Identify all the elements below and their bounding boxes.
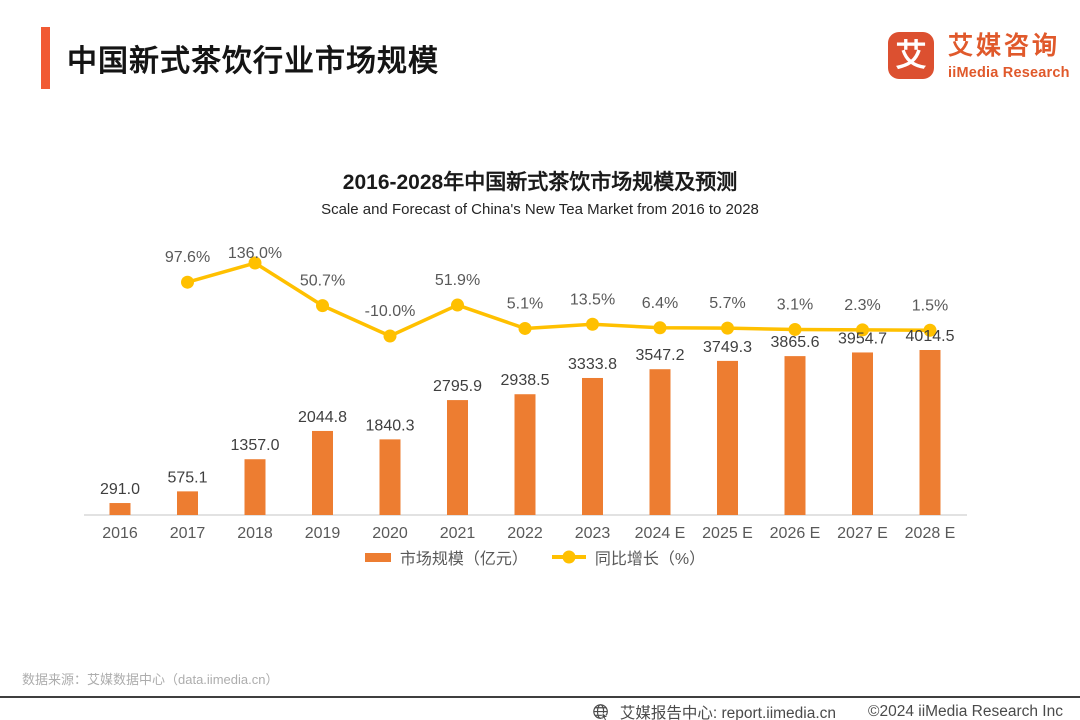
growth-point-2017 bbox=[181, 275, 194, 289]
footer-divider bbox=[0, 696, 1080, 698]
chart-subtitle: Scale and Forecast of China's New Tea Ma… bbox=[321, 201, 759, 218]
brand-logo: 艾 艾媒咨询 iiMedia Research bbox=[888, 32, 1070, 81]
growth-point-2018 bbox=[248, 256, 262, 270]
growth-line bbox=[187, 261, 931, 338]
report-center-text: 艾媒报告中心: report.iimedia.cn bbox=[619, 705, 837, 720]
growth-point-2021 bbox=[451, 298, 464, 312]
x-axis-tick-label: 2023 bbox=[575, 525, 611, 542]
logo-name-en: iiMedia Research bbox=[948, 64, 1070, 81]
bar-value-label: 3954.7 bbox=[838, 330, 887, 347]
x-axis-tick-label: 2017 bbox=[170, 525, 206, 542]
bar-value-label: 3749.3 bbox=[703, 339, 752, 356]
line-series-swatch-icon bbox=[551, 550, 586, 564]
x-axis-tick-label: 2026 E bbox=[770, 525, 821, 542]
x-axis-tick-label: 2028 E bbox=[905, 525, 956, 542]
growth-point-2026 E bbox=[788, 322, 802, 336]
growth-point-2020 bbox=[383, 329, 397, 343]
x-axis-tick-label: 2019 bbox=[305, 525, 341, 542]
bar-value-label: 575.1 bbox=[167, 469, 207, 486]
copyright-text: ©2024 iiMedia Research Inc bbox=[868, 703, 1063, 720]
bar-2027 E bbox=[852, 352, 873, 515]
bar-value-label: 1840.3 bbox=[366, 417, 415, 434]
bar-value-label: 3865.6 bbox=[771, 334, 820, 351]
growth-value-label: 136.0% bbox=[228, 245, 282, 262]
bar-2016 bbox=[109, 503, 131, 515]
x-axis-tick-label: 2020 bbox=[372, 525, 408, 542]
logo-icon-glyph: 艾 bbox=[895, 38, 927, 73]
growth-value-label: 13.5% bbox=[570, 291, 615, 308]
growth-point-2023 bbox=[586, 317, 599, 331]
legend-item-growth: 同比增长（%） bbox=[551, 545, 706, 569]
bar-2021 bbox=[447, 400, 468, 515]
bar-2028 E bbox=[919, 350, 941, 515]
growth-value-label: 5.7% bbox=[709, 295, 745, 312]
globe-cursor-icon bbox=[593, 704, 609, 720]
growth-point-2019 bbox=[316, 299, 329, 313]
growth-value-label: 5.1% bbox=[507, 295, 543, 312]
growth-point-2022 bbox=[518, 321, 532, 335]
x-axis-tick-label: 2022 bbox=[507, 525, 543, 542]
bar-series-swatch-icon bbox=[364, 552, 391, 562]
growth-point-2028 E bbox=[923, 323, 937, 337]
x-axis-tick-label: 2018 bbox=[237, 525, 273, 542]
legend-label-growth: 同比增长（%） bbox=[594, 551, 706, 568]
bar-value-label: 291.0 bbox=[100, 481, 140, 498]
bar-2017 bbox=[177, 491, 198, 515]
bar-2019 bbox=[312, 430, 333, 515]
bar-2026 E bbox=[784, 356, 806, 515]
bar-2024 E bbox=[649, 369, 671, 515]
bar-value-label: 2938.5 bbox=[501, 372, 550, 389]
chart-legend: 市场规模（亿元） 同比增长（%） bbox=[60, 545, 1010, 569]
legend-label-market-scale: 市场规模（亿元） bbox=[399, 551, 528, 568]
bar-2025 E bbox=[717, 360, 738, 515]
bar-value-label: 3333.8 bbox=[568, 356, 617, 373]
growth-value-label: 97.6% bbox=[165, 249, 210, 266]
x-axis-tick-label: 2016 bbox=[102, 525, 138, 542]
footer-bar: 艾媒报告中心: report.iimedia.cn ©2024 iiMedia … bbox=[592, 701, 1063, 720]
bar-2020 bbox=[379, 439, 401, 515]
chart-title: 2016-2028年中国新式茶饮市场规模及预测 bbox=[342, 171, 738, 194]
logo-text: 艾媒咨询 iiMedia Research bbox=[948, 32, 1070, 81]
growth-point-2024 E bbox=[653, 321, 667, 335]
bar-value-label: 3547.2 bbox=[636, 347, 685, 364]
title-accent-bar bbox=[41, 27, 50, 89]
bar-value-label: 4014.5 bbox=[906, 328, 955, 345]
x-axis-tick-label: 2027 E bbox=[837, 525, 888, 542]
logo-name-cn: 艾媒咨询 bbox=[948, 32, 1061, 60]
bar-value-label: 2795.9 bbox=[433, 378, 482, 395]
bar-2023 bbox=[582, 377, 603, 515]
growth-value-label: 6.4% bbox=[642, 295, 678, 312]
growth-value-label: 3.1% bbox=[777, 296, 813, 313]
growth-value-label: 1.5% bbox=[912, 297, 948, 314]
growth-value-label: 50.7% bbox=[300, 273, 345, 290]
x-axis-tick-label: 2021 bbox=[440, 525, 476, 542]
growth-value-label: -10.0% bbox=[365, 303, 416, 320]
growth-point-2025 E bbox=[721, 321, 734, 335]
iimedia-logo-icon: 艾 bbox=[888, 32, 934, 79]
growth-point-2027 E bbox=[856, 323, 869, 337]
bar-2018 bbox=[244, 459, 266, 515]
x-axis-tick-label: 2025 E bbox=[702, 525, 753, 542]
bar-2022 bbox=[514, 394, 536, 515]
growth-value-label: 2.3% bbox=[844, 297, 880, 314]
bar-value-label: 2044.8 bbox=[298, 409, 347, 426]
page-title: 中国新式茶饮行业市场规模 bbox=[67, 45, 439, 78]
data-source-note: 数据来源：艾媒数据中心（data.iimedia.cn） bbox=[22, 672, 279, 687]
growth-value-label: 51.9% bbox=[435, 272, 480, 289]
x-axis-tick-label: 2024 E bbox=[635, 525, 686, 542]
legend-item-market-scale: 市场规模（亿元） bbox=[364, 545, 528, 569]
bar-value-label: 1357.0 bbox=[231, 437, 280, 454]
